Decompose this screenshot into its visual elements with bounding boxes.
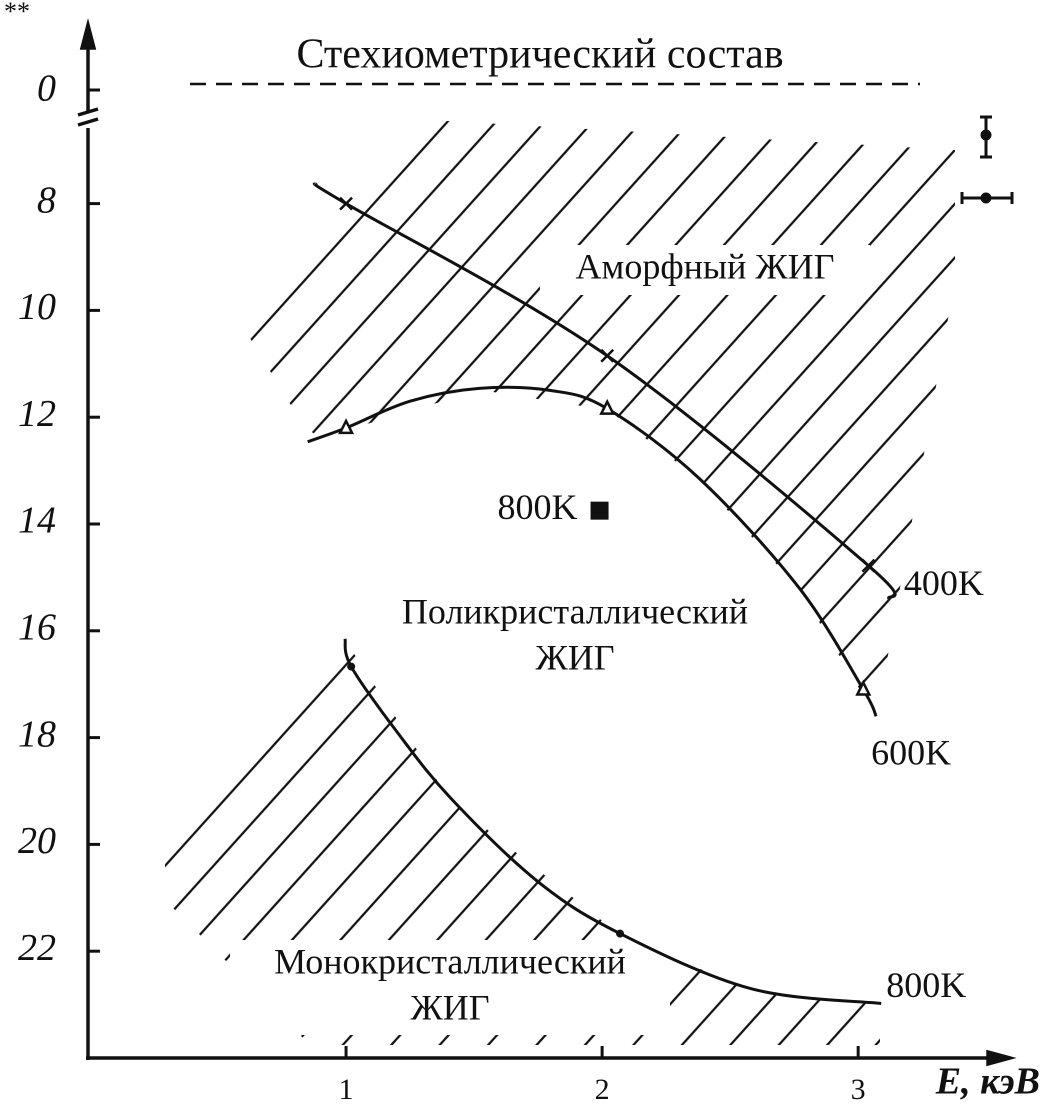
chart-title: Стехиометрический состав: [296, 32, 783, 78]
marker: [347, 662, 356, 671]
marker: [599, 398, 616, 415]
marker: [339, 196, 353, 211]
y-tick-label: 12: [18, 393, 56, 435]
marker: [855, 679, 872, 696]
y-tick-label: 16: [18, 607, 56, 649]
label-bg: [540, 245, 870, 295]
series-label: 400K: [904, 563, 984, 603]
label-bg: [230, 940, 670, 1035]
y-tick-label: 14: [18, 500, 56, 542]
label-bg: [470, 490, 580, 535]
x-axis-label: E, кэВ: [935, 1061, 1040, 1103]
y-tick-label: 0: [37, 68, 56, 110]
marker: [861, 558, 876, 573]
point: [590, 501, 609, 520]
label-bg: [360, 590, 790, 685]
series-label: 600K: [871, 733, 951, 773]
y-axis-label: **: [4, 0, 30, 26]
x-tick-label: 1: [339, 1073, 354, 1106]
region-label: Монокристаллический: [274, 941, 626, 981]
axes: [77, 18, 1017, 1067]
series-label: 800K: [886, 965, 966, 1005]
y-tick-label: 8: [37, 179, 56, 221]
region-label: Поликристаллический: [402, 591, 748, 631]
point-label: 800K: [498, 487, 578, 527]
y-tick-label: 18: [18, 713, 56, 755]
y-tick-label: 22: [18, 927, 56, 969]
marker: [616, 929, 625, 938]
region-label: ЖИГ: [535, 637, 614, 677]
series-line: [343, 638, 882, 1006]
y-tick-label: 20: [18, 820, 56, 862]
error-bar-icon: [960, 115, 1014, 204]
marker: [600, 348, 615, 363]
region-label: Аморфный ЖИГ: [576, 246, 835, 286]
marker: [338, 418, 355, 435]
y-tick-label: 10: [18, 286, 56, 328]
x-tick-label: 3: [851, 1073, 866, 1106]
x-tick-label: 2: [595, 1073, 610, 1106]
region-label: ЖИГ: [410, 987, 489, 1027]
